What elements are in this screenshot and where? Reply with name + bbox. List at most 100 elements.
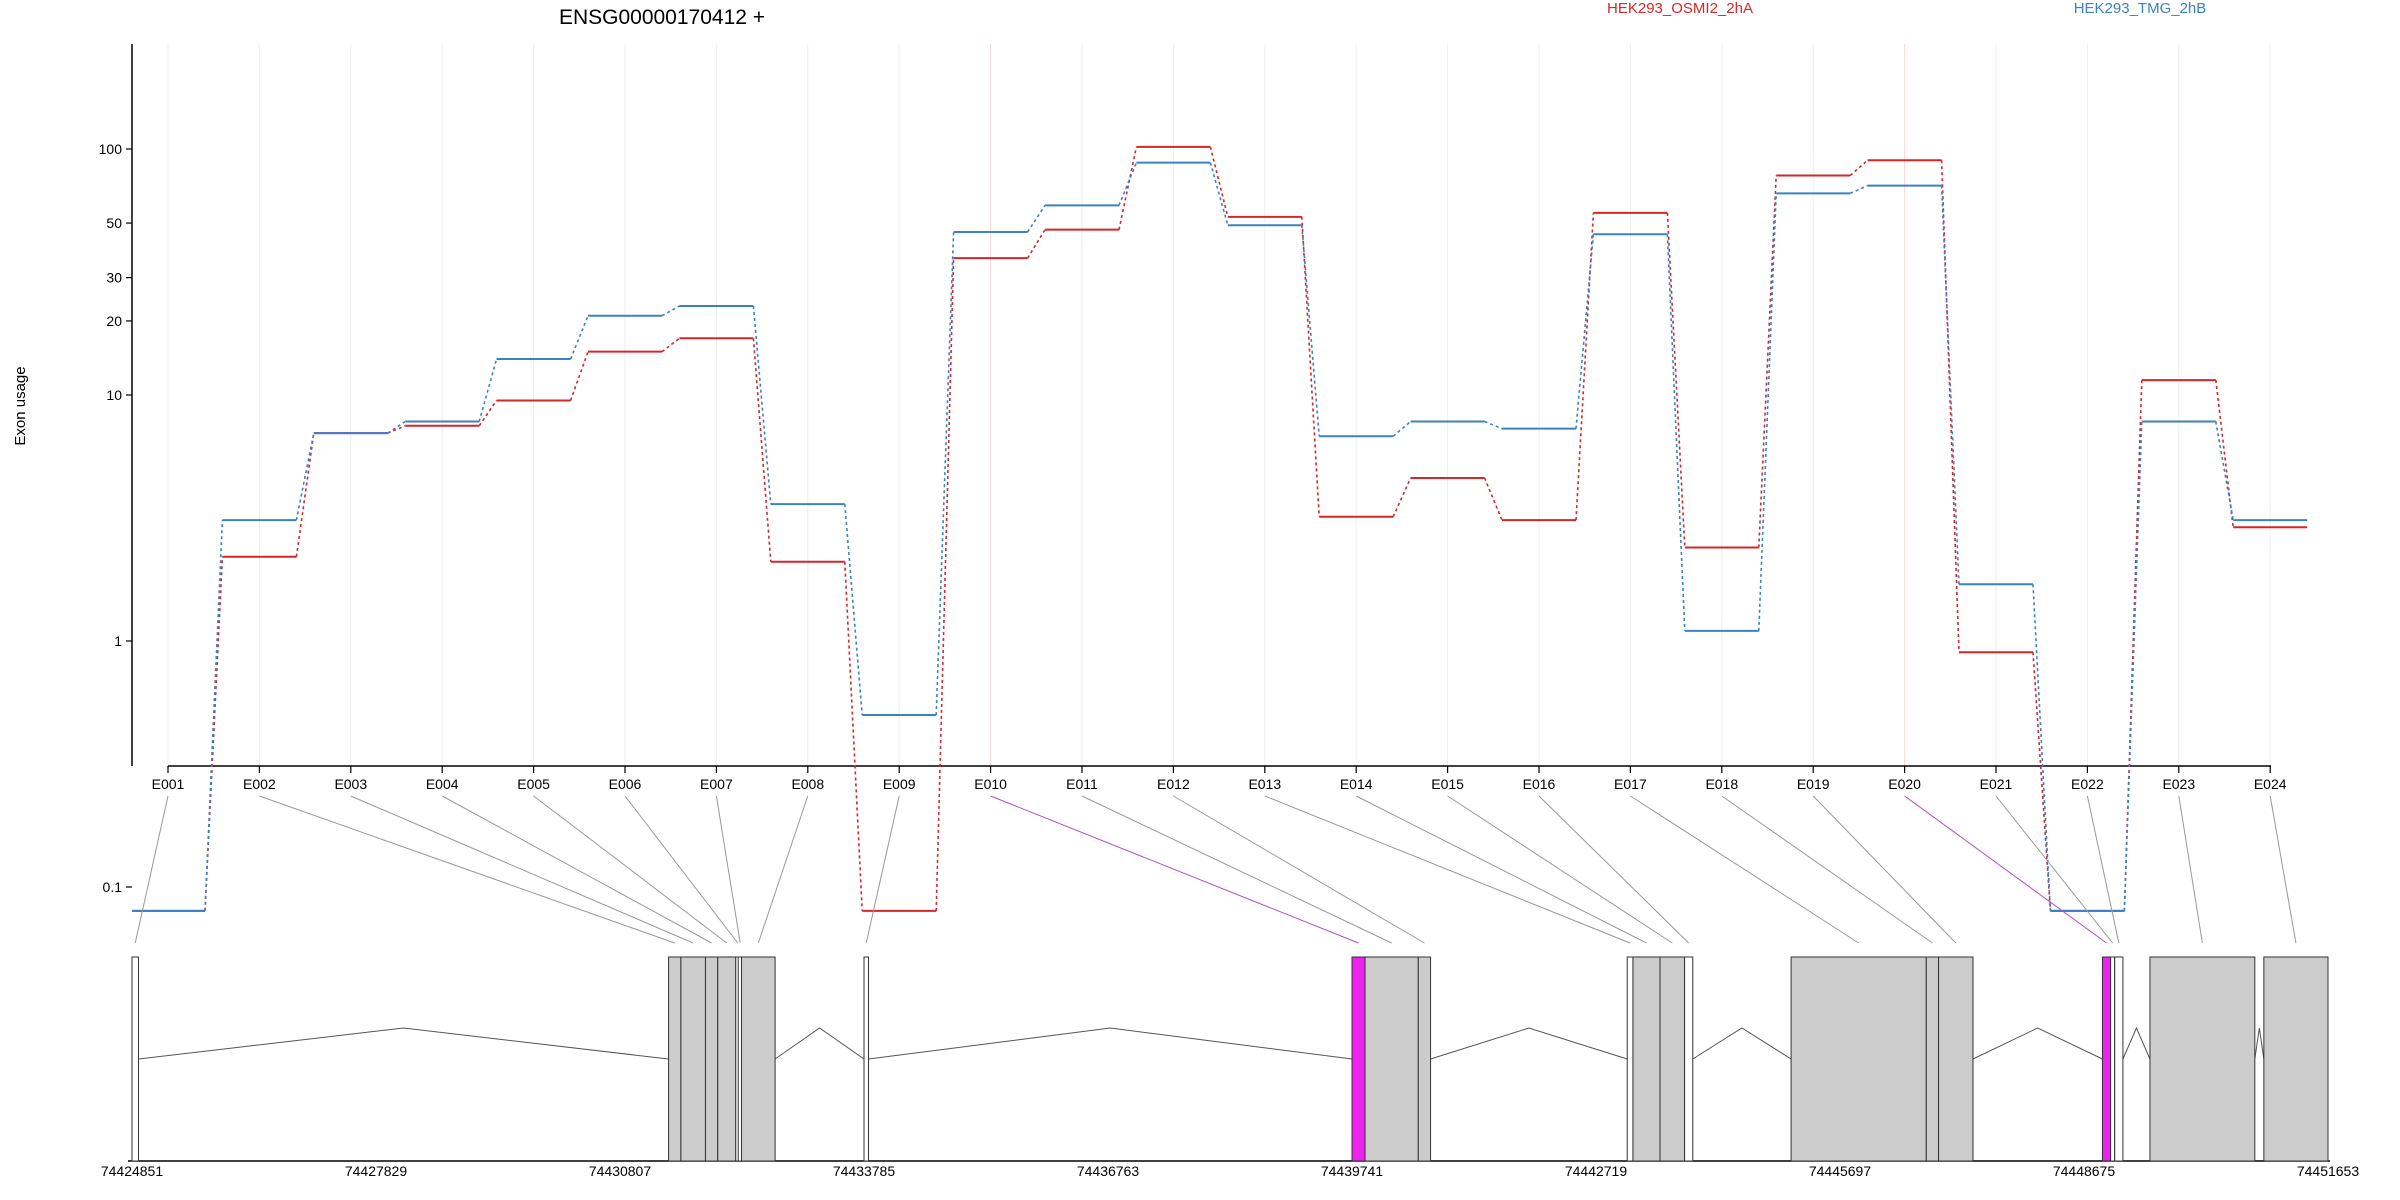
series-connector xyxy=(1758,175,1777,548)
series-connector xyxy=(661,305,680,317)
connector-lines xyxy=(134,795,2297,944)
connector-e010 xyxy=(990,795,1359,944)
exon-box-e019 xyxy=(1938,956,1974,1162)
connector-e005 xyxy=(533,795,728,944)
connector-e018 xyxy=(1721,795,1933,944)
intron-line xyxy=(138,1027,669,1060)
series-connector xyxy=(1484,420,1503,430)
y-ticks: 0.1 1 10 20 30 50 100 xyxy=(99,141,132,895)
exon-box-e020 xyxy=(2101,956,2112,1162)
series-connector xyxy=(2215,421,2234,521)
x-tick-label-e008: E008 xyxy=(791,776,824,792)
series-connector xyxy=(387,420,406,434)
series-connector xyxy=(1758,193,1777,631)
series-connector xyxy=(569,351,589,401)
y-tick-label: 30 xyxy=(106,270,122,286)
x-tick-label-e009: E009 xyxy=(883,776,916,792)
connector-e024 xyxy=(2269,795,2297,944)
exon-box-e023 xyxy=(2149,956,2256,1162)
x-ticks: E001 E002 E003 E004 E005 E006 E007 E008 E009 E010… xyxy=(152,766,2287,792)
x-tick-label-e004: E004 xyxy=(426,776,459,792)
legend-label-osmi2: HEK293_OSMI2_2hA xyxy=(1607,0,1753,17)
plot-axes xyxy=(131,44,2271,767)
x-tick-label-e013: E013 xyxy=(1248,776,1281,792)
series-connector xyxy=(1666,212,1686,548)
series-connector xyxy=(2032,652,2052,911)
exon-box-e011 xyxy=(1364,956,1419,1162)
series-connector xyxy=(1392,420,1412,437)
series-lines xyxy=(132,145,2308,912)
chart-title: ENSG00000170412 + xyxy=(559,6,765,29)
series-connector xyxy=(569,315,589,360)
exon-box-e016 xyxy=(1684,956,1694,1162)
connector-e020 xyxy=(1904,795,2107,944)
series-connector xyxy=(1575,234,1595,429)
y-tick-label: 1 xyxy=(114,633,122,649)
genomic-tick-label: 74424851 xyxy=(101,1163,164,1179)
exon-box-e001 xyxy=(131,956,139,1162)
genomic-tick-label: 74433785 xyxy=(833,1163,896,1179)
genomic-tick-label: 74451653 xyxy=(2297,1163,2360,1179)
genomic-tick-label: 74439741 xyxy=(1321,1163,1384,1179)
connector-e012 xyxy=(1173,795,1425,944)
connector-e014 xyxy=(1355,795,1647,944)
series-osmi2 xyxy=(132,145,2308,912)
series-connector xyxy=(478,358,498,422)
series-connector xyxy=(1118,162,1138,206)
series-connector xyxy=(295,432,315,557)
genomic-tick-label: 74436763 xyxy=(1077,1163,1140,1179)
series-connector xyxy=(204,556,224,911)
series-connector xyxy=(2123,421,2143,911)
connector-e017 xyxy=(1630,795,1859,944)
exon-box-e005 xyxy=(717,956,737,1162)
series-connector xyxy=(1392,477,1412,518)
series-connector xyxy=(295,432,315,521)
exon-box-e015 xyxy=(1659,956,1686,1162)
genomic-tick-label: 74442719 xyxy=(1565,1163,1628,1179)
intron-line xyxy=(1430,1027,1628,1060)
intron-line xyxy=(868,1027,1353,1060)
series-connector xyxy=(752,305,772,505)
legend-label-tmg: HEK293_TMG_2hB xyxy=(2074,0,2207,17)
x-tick-label-e024: E024 xyxy=(2254,776,2287,792)
exon-box-e017 xyxy=(1790,956,1927,1162)
x-tick-label-e019: E019 xyxy=(1797,776,1830,792)
genomic-tick-label: 74427829 xyxy=(345,1163,408,1179)
x-tick-label-e002: E002 xyxy=(243,776,276,792)
series-connector xyxy=(1026,229,1046,259)
x-tick-label-e021: E021 xyxy=(1980,776,2013,792)
connector-e015 xyxy=(1447,795,1673,944)
y-tick-label: 50 xyxy=(106,215,122,231)
exon-box-e024 xyxy=(2263,956,2329,1162)
x-tick-label-e014: E014 xyxy=(1340,776,1373,792)
connector-e003 xyxy=(350,795,694,944)
series-connector xyxy=(844,504,863,716)
y-tick-label: 20 xyxy=(106,313,122,329)
x-tick-label-e003: E003 xyxy=(334,776,367,792)
connector-e002 xyxy=(259,795,675,944)
x-tick-label-e015: E015 xyxy=(1431,776,1464,792)
series-connector xyxy=(935,258,955,911)
genomic-tick-label: 74430807 xyxy=(589,1163,652,1179)
genomic-coordinate-ticks: 74424851 74427829 74430807 74433785 74436763… xyxy=(101,1163,2360,1179)
exon-box-e012 xyxy=(1417,956,1432,1162)
genomic-tick-label: 74448675 xyxy=(2053,1163,2116,1179)
connector-e011 xyxy=(1081,795,1392,944)
series-connector xyxy=(1118,146,1138,230)
exon-box-e014 xyxy=(1632,956,1661,1162)
connector-e007 xyxy=(715,795,741,944)
connector-e022 xyxy=(2086,795,2120,944)
connector-e004 xyxy=(441,795,712,944)
exon-box-e002 xyxy=(668,956,682,1162)
exon-box-e009 xyxy=(863,956,870,1162)
x-tick-label-e018: E018 xyxy=(1705,776,1738,792)
exon-box-e004 xyxy=(704,956,719,1162)
series-connector xyxy=(844,561,863,911)
x-tick-label-e016: E016 xyxy=(1523,776,1556,792)
exon-box-e008 xyxy=(741,956,776,1162)
gene-model xyxy=(128,956,2330,1162)
connector-e021 xyxy=(1995,795,2114,944)
genomic-tick-label: 74445697 xyxy=(1809,1163,1872,1179)
series-connector xyxy=(935,231,955,716)
